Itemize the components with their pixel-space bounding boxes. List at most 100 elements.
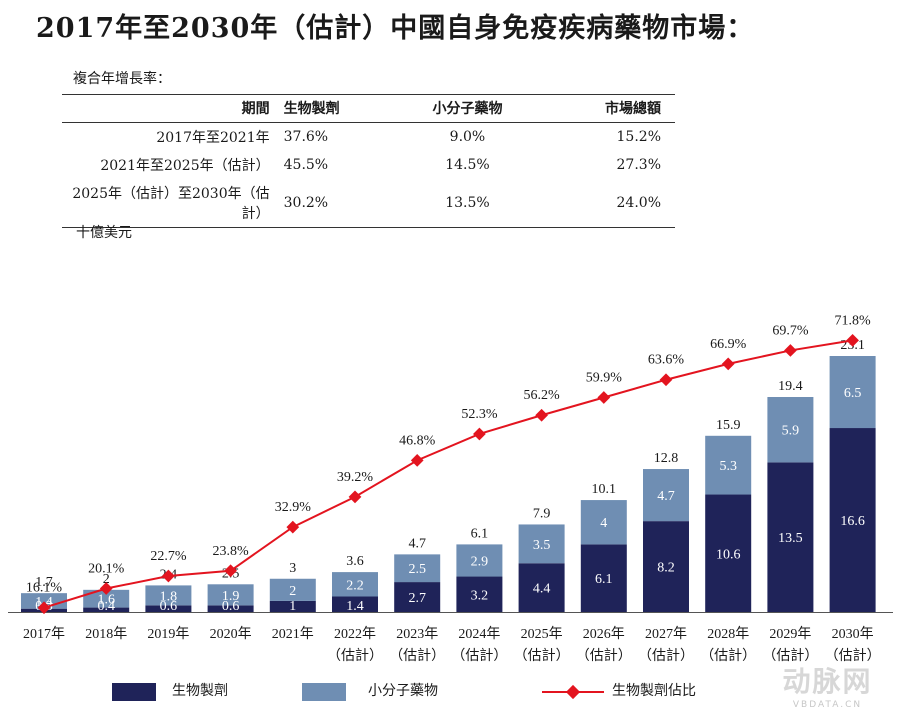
bar-label-biologics: 3.2: [471, 588, 489, 603]
cagr-period: 2021年至2025年（估計）: [100, 158, 270, 174]
share-label: 56.2%: [524, 388, 561, 403]
share-label: 66.9%: [710, 337, 747, 352]
cagr-biologics: 30.2%: [283, 195, 329, 211]
x-tick-label: 2027年: [645, 626, 687, 642]
bar-biologics: [145, 605, 192, 612]
cagr-period: 2025年（估計）至2030年（估計）: [72, 186, 270, 222]
bar-biologics: [705, 494, 752, 612]
share-label: 23.8%: [213, 544, 250, 559]
share-label: 16.1%: [26, 581, 63, 596]
watermark: 动脉网 VBDATA.CN: [760, 660, 895, 710]
cagr-header-total: 市場總額: [539, 94, 675, 123]
share-point: [535, 408, 548, 422]
share-point: [659, 373, 673, 387]
bar-label-small-molecule: 1.8: [160, 589, 178, 604]
x-tick-sublabel: （估計）: [638, 648, 694, 664]
bar-label-small-molecule: 2.2: [346, 578, 364, 593]
bar-total-label: 10.1: [592, 482, 617, 497]
x-tick-label: 2024年: [458, 626, 500, 642]
bar-label-biologics: 0.4: [97, 599, 115, 614]
bar-label-small-molecule: 2.9: [471, 554, 489, 569]
x-tick-label: 2028年: [707, 626, 749, 642]
share-label: 71.8%: [835, 313, 872, 328]
x-tick-sublabel: （估計）: [576, 648, 632, 664]
legend-label-biologics: 生物製劑: [172, 683, 228, 699]
table-row: 2021年至2025年（估計） 45.5% 14.5% 27.3%: [62, 151, 675, 179]
bar-total-label: 2: [103, 572, 110, 587]
bar-biologics: [332, 596, 378, 612]
bar-label-small-molecule: 5.3: [719, 459, 737, 474]
bar-total-label: 4.7: [408, 536, 426, 551]
share-label: 59.9%: [586, 370, 623, 385]
share-point: [597, 391, 611, 404]
bar-total-label: 12.8: [654, 451, 679, 466]
share-label: 69.7%: [772, 323, 809, 338]
share-label: 46.8%: [399, 433, 436, 448]
share-label: 39.2%: [337, 470, 374, 485]
bar-biologics: [580, 544, 627, 612]
bar-total-label: 15.9: [716, 418, 741, 433]
bar-total-label: 1.7: [35, 575, 53, 590]
share-label: 63.6%: [648, 353, 685, 368]
bar-label-small-molecule: 4: [600, 516, 607, 531]
share-label: 20.1%: [88, 562, 125, 577]
cagr-biologics: 37.6%: [283, 129, 329, 145]
bar-label-small-molecule: 6.5: [844, 386, 862, 401]
bar-label-small-molecule: 3.5: [533, 538, 551, 553]
bar-label-biologics: 8.2: [657, 561, 675, 576]
bar-small-molecule: [767, 397, 814, 463]
x-tick-label: 2026年: [583, 626, 625, 642]
bar-label-biologics: 0.6: [222, 599, 240, 614]
x-tick-sublabel: （估計）: [762, 648, 818, 664]
share-line: [43, 339, 853, 609]
bar-label-small-molecule: 1.6: [97, 593, 115, 608]
bar-small-molecule: [394, 554, 441, 583]
share-label: 32.9%: [275, 500, 312, 515]
bar-total-label: 19.4: [778, 379, 803, 394]
bar-label-biologics: 6.1: [595, 572, 613, 587]
legend-label-share: 生物製劑佔比: [612, 683, 696, 699]
bar-biologics: [767, 462, 814, 612]
watermark-logo: 动脉网: [782, 665, 873, 698]
cagr-label: 複合年增長率：: [73, 71, 171, 87]
cagr-small-molecule: 14.5%: [445, 157, 490, 173]
bar-biologics: [269, 600, 316, 612]
cagr-table: 期間 生物製劑 小分子藥物 市場總額 2017年至2021年 37.6% 9.0…: [62, 94, 675, 228]
bar-label-biologics: 4.4: [533, 582, 551, 597]
cagr-period: 2017年至2021年: [156, 130, 270, 146]
bar-small-molecule: [83, 589, 130, 608]
bar-biologics: [207, 605, 254, 612]
cagr-header-small-molecule: 小分子藥物: [395, 94, 540, 123]
bar-label-biologics: 13.5: [778, 531, 803, 546]
legend-swatch-biologics: [112, 683, 156, 701]
bar-biologics: [394, 582, 441, 612]
x-tick-label: 2021年: [272, 626, 314, 642]
legend-label-small-molecule: 小分子藥物: [368, 683, 438, 699]
legend-swatch-small-molecule: [302, 683, 346, 701]
cagr-total: 24.0%: [616, 195, 661, 211]
bar-biologics: [456, 576, 503, 612]
bar-label-small-molecule: 5.9: [782, 424, 800, 439]
x-tick-sublabel: （估計）: [451, 648, 507, 664]
legend-line-marker: [542, 684, 604, 700]
bar-label-small-molecule: 2: [289, 584, 296, 599]
x-tick-label: 2023年: [396, 626, 438, 642]
x-tick-label: 2019年: [147, 626, 189, 642]
cagr-header-row: 期間 生物製劑 小分子藥物 市場總額: [62, 94, 675, 123]
bar-label-biologics: 16.6: [840, 514, 865, 529]
page-title: 2017年至2030年（估計）中國自身免疫疾病藥物市場：: [36, 13, 755, 44]
bar-biologics: [83, 607, 130, 612]
share-point: [286, 520, 300, 534]
bar-label-small-molecule: 2.5: [408, 562, 426, 577]
bar-label-biologics: 1: [289, 599, 296, 614]
unit-label: 十億美元: [76, 225, 132, 241]
bar-biologics: [643, 521, 689, 612]
bar-small-molecule: [705, 435, 752, 495]
x-tick-sublabel: （估計）: [514, 648, 570, 664]
bar-biologics: [829, 428, 876, 612]
bar-small-molecule: [456, 544, 503, 577]
cagr-header-biologics: 生物製劑: [277, 94, 396, 123]
bar-total-label: 3.6: [346, 554, 364, 569]
bar-small-molecule: [332, 572, 378, 597]
